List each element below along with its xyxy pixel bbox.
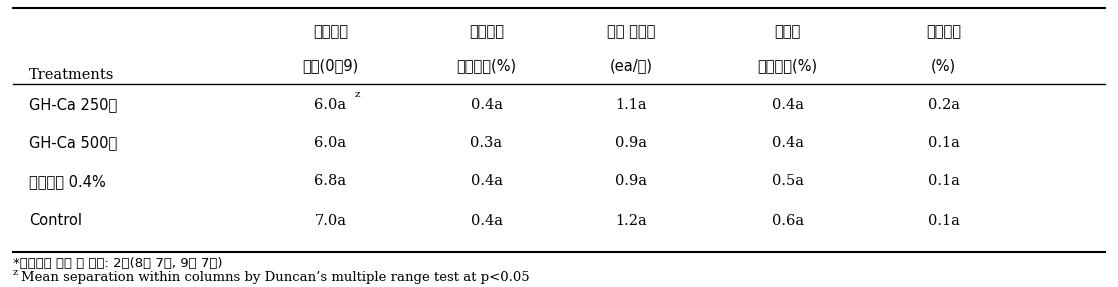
Text: (%): (%) (931, 58, 956, 73)
Text: 0.6a: 0.6a (771, 214, 804, 228)
Text: 7.0a: 7.0a (314, 214, 347, 228)
Text: 동녹발생: 동녹발생 (313, 24, 348, 39)
Text: 6.0a: 6.0a (314, 98, 347, 112)
Text: 부패과류: 부패과류 (926, 24, 961, 39)
Text: (ea/과): (ea/과) (610, 58, 653, 73)
Text: 6.8a: 6.8a (314, 174, 347, 188)
Text: 0.4a: 0.4a (771, 136, 804, 150)
Text: z: z (354, 90, 360, 98)
Text: 1.2a: 1.2a (616, 214, 647, 228)
Text: 0.4a: 0.4a (471, 174, 502, 188)
Text: 0.1a: 0.1a (928, 214, 959, 228)
Text: 상비과: 상비과 (775, 24, 800, 39)
Text: 0.9a: 0.9a (616, 136, 647, 150)
Text: 0.3a: 0.3a (471, 136, 503, 150)
Text: 0.2a: 0.2a (928, 98, 959, 112)
Text: Mean separation within columns by Duncan’s multiple range test at p<0.05: Mean separation within columns by Duncan… (21, 271, 530, 284)
Text: 0.9a: 0.9a (616, 174, 647, 188)
Text: 고두 반점수: 고두 반점수 (607, 24, 655, 39)
Text: 정도(0덐9): 정도(0덐9) (302, 58, 359, 73)
Text: *수체살포 회수 및 시기: 2회(8월 7일, 9월 7일): *수체살포 회수 및 시기: 2회(8월 7일, 9월 7일) (12, 257, 222, 270)
Text: GH-Ca 250배: GH-Ca 250배 (29, 97, 117, 112)
Text: 발생과류(%): 발생과류(%) (456, 58, 517, 73)
Text: Treatments: Treatments (29, 68, 115, 82)
Text: 0.1a: 0.1a (928, 136, 959, 150)
Text: 0.1a: 0.1a (928, 174, 959, 188)
Text: 0.4a: 0.4a (471, 98, 502, 112)
Text: 0.5a: 0.5a (771, 174, 804, 188)
Text: GH-Ca 500배: GH-Ca 500배 (29, 135, 117, 150)
Text: 염화칼싘 0.4%: 염화칼싘 0.4% (29, 174, 106, 189)
Text: z: z (12, 268, 18, 277)
Text: 0.4a: 0.4a (771, 98, 804, 112)
Text: 1.1a: 1.1a (616, 98, 647, 112)
Text: 0.4a: 0.4a (471, 214, 502, 228)
Text: 발생과류(%): 발생과류(%) (758, 58, 817, 73)
Text: 6.0a: 6.0a (314, 136, 347, 150)
Text: Control: Control (29, 214, 83, 228)
Text: 고두장해: 고두장해 (470, 24, 504, 39)
